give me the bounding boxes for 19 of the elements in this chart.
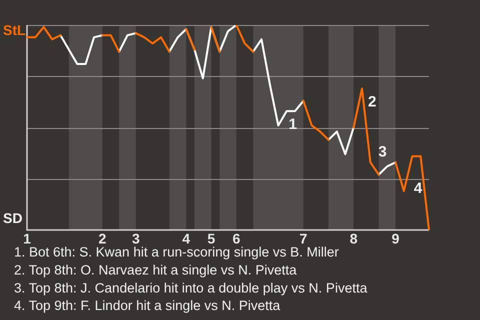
- x-tick-label: 9: [392, 230, 400, 246]
- text: 2. Top 8th: O. Narvaez hit a single vs N. Pivetta: [14, 262, 298, 278]
- x-tick-label: 1: [23, 230, 32, 246]
- annotation: 2: [368, 94, 376, 111]
- text: StL: [3, 22, 26, 38]
- x-tick-label: 6: [232, 230, 240, 246]
- annotation: 1: [288, 116, 297, 134]
- x-tick-label: 8: [350, 230, 358, 246]
- x-tick-label: 5: [207, 230, 216, 246]
- annotation: 3: [378, 143, 387, 160]
- text: 1. Bot 6th: S. Kwan hit a run-scoring single vs B. Miller: [14, 244, 340, 260]
- text: 4. Top 9th: F. Lindor hit a single vs N. Pivetta: [14, 298, 281, 314]
- annotation: 4: [414, 180, 423, 198]
- x-tick-label: 3: [132, 230, 140, 246]
- x-tick-label: 7: [299, 230, 308, 246]
- x-tick-label: 4: [182, 230, 190, 246]
- text: SD: [3, 210, 22, 226]
- text: 3. Top 8th: J. Candelario hit into a double play vs N. Pivetta: [14, 280, 368, 296]
- x-tick-label: 2: [98, 230, 106, 246]
